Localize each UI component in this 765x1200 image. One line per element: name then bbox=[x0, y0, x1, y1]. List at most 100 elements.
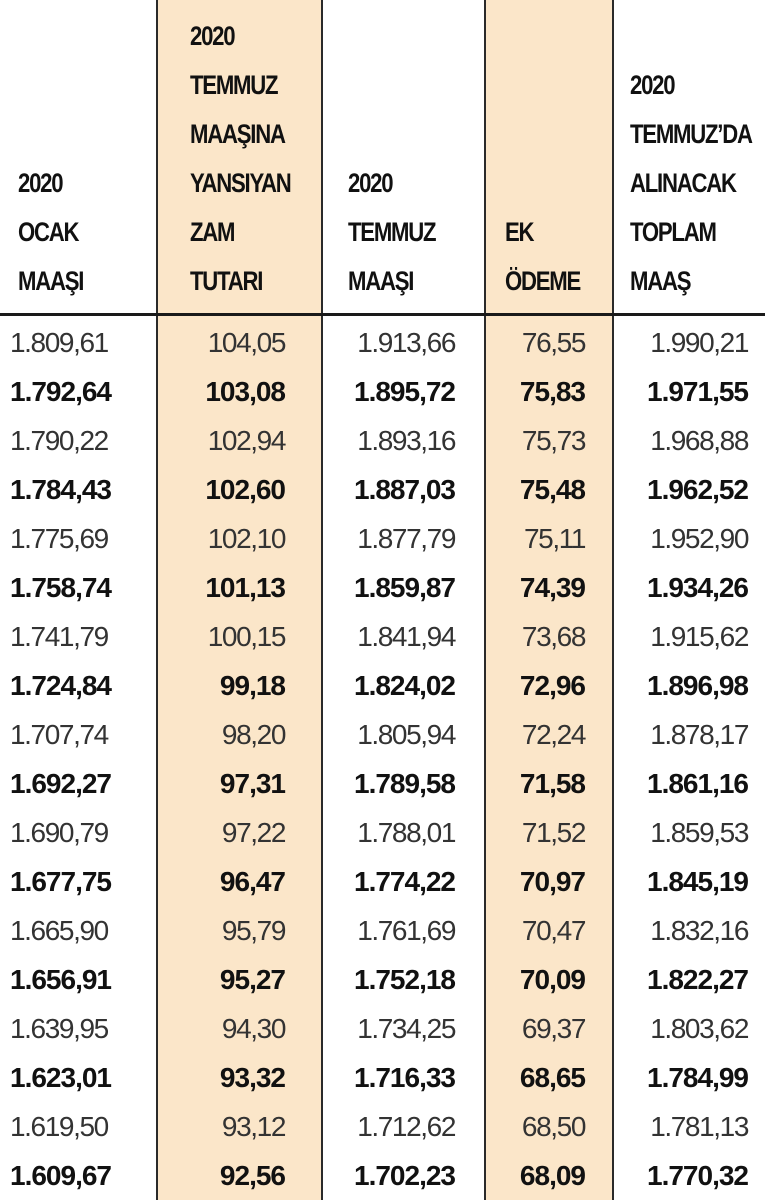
header-line: YANSIYAN bbox=[190, 168, 292, 198]
table-cell: 75,83 bbox=[519, 376, 586, 407]
table-cell: 1.702,23 bbox=[354, 1160, 456, 1191]
table-cell: 1.968,88 bbox=[650, 425, 749, 456]
table-cell: 1.707,74 bbox=[10, 719, 109, 750]
table-cell: 97,22 bbox=[221, 817, 286, 848]
column-divider bbox=[321, 0, 323, 1200]
table-cell: 75,73 bbox=[521, 425, 586, 456]
table-cell: 1.770,32 bbox=[647, 1160, 749, 1191]
table-cell: 1.878,17 bbox=[650, 719, 749, 750]
table-cell: 101,13 bbox=[205, 572, 286, 603]
table-cell: 1.913,66 bbox=[357, 327, 456, 358]
table-cell: 102,10 bbox=[207, 523, 287, 554]
table-cell: 1.859,53 bbox=[650, 817, 749, 848]
table-cell: 1.803,62 bbox=[650, 1013, 749, 1044]
table-cell: 70,97 bbox=[519, 866, 586, 897]
header-line: 2020 bbox=[348, 168, 394, 198]
table-cell: 1.775,69 bbox=[10, 523, 109, 554]
table-cell: 1.792,64 bbox=[10, 376, 112, 407]
table-cell: 1.790,22 bbox=[10, 425, 109, 456]
table-cell: 72,24 bbox=[521, 719, 586, 750]
table-cell: 70,47 bbox=[521, 915, 586, 946]
table-cell: 1.841,94 bbox=[357, 621, 456, 652]
column-divider bbox=[156, 0, 158, 1200]
header-line: MAAŞI bbox=[348, 266, 414, 296]
table-cell: 1.915,62 bbox=[650, 621, 749, 652]
table-cell: 75,11 bbox=[524, 523, 586, 554]
table-cell: 1.609,67 bbox=[10, 1160, 112, 1191]
header-line: MAAŞINA bbox=[190, 119, 286, 149]
table-cell: 1.619,50 bbox=[10, 1111, 109, 1142]
header-divider bbox=[0, 313, 765, 316]
table-cell: 1.752,18 bbox=[354, 964, 456, 995]
header-line: TEMMUZ bbox=[190, 70, 279, 100]
table-cell: 1.861,16 bbox=[647, 768, 749, 799]
header-line: TEMMUZ bbox=[348, 217, 437, 247]
column-background bbox=[157, 0, 322, 1200]
header-line: 2020 bbox=[18, 168, 64, 198]
table-cell: 96,47 bbox=[219, 866, 286, 897]
column-header: 2020 TEMMUZ’DA ALINACAK TOPLAM MAAŞ bbox=[630, 0, 765, 310]
table-cell: 1.990,21 bbox=[650, 327, 749, 358]
table-cell: 1.895,72 bbox=[354, 376, 456, 407]
table-cell: 1.712,62 bbox=[357, 1111, 456, 1142]
table-cell: 1.656,91 bbox=[10, 964, 112, 995]
table-cell: 1.734,25 bbox=[357, 1013, 456, 1044]
column-header: 2020 OCAK MAAŞI bbox=[18, 0, 157, 310]
header-line: OCAK bbox=[18, 217, 80, 247]
table-cell: 1.716,33 bbox=[354, 1062, 456, 1093]
table-cell: 1.774,22 bbox=[354, 866, 456, 897]
table-cell: 1.788,01 bbox=[357, 817, 456, 848]
table-cell: 69,37 bbox=[521, 1013, 586, 1044]
table-cell: 92,56 bbox=[219, 1160, 286, 1191]
table-cell: 1.952,90 bbox=[650, 523, 749, 554]
header-line: MAAŞ bbox=[630, 266, 692, 296]
table-cell: 1.934,26 bbox=[647, 572, 749, 603]
header-line: EK bbox=[505, 217, 535, 247]
table-cell: 71,58 bbox=[519, 768, 586, 799]
table-cell: 70,09 bbox=[519, 964, 586, 995]
table-cell: 1.971,55 bbox=[647, 376, 749, 407]
table-cell: 94,30 bbox=[221, 1013, 286, 1044]
table-cell: 1.784,99 bbox=[647, 1062, 749, 1093]
table-cell: 103,08 bbox=[205, 376, 286, 407]
header-line: 2020 bbox=[190, 21, 236, 51]
table-cell: 1.758,74 bbox=[10, 572, 112, 603]
table-cell: 1.781,13 bbox=[650, 1111, 749, 1142]
header-line: TEMMUZ’DA bbox=[630, 119, 753, 149]
table-cell: 1.805,94 bbox=[357, 719, 456, 750]
table-cell: 1.896,98 bbox=[647, 670, 749, 701]
table-cell: 1.639,95 bbox=[10, 1013, 109, 1044]
header-line: ÖDEME bbox=[505, 266, 581, 296]
table-cell: 100,15 bbox=[207, 621, 287, 652]
table-cell: 104,05 bbox=[207, 327, 287, 358]
table-cell: 1.809,61 bbox=[10, 327, 109, 358]
table-cell: 1.859,87 bbox=[354, 572, 456, 603]
table-cell: 1.761,69 bbox=[357, 915, 456, 946]
table-cell: 1.690,79 bbox=[10, 817, 109, 848]
table-cell: 1.677,75 bbox=[10, 866, 112, 897]
table-cell: 1.724,84 bbox=[10, 670, 112, 701]
header-line: TUTARI bbox=[190, 266, 263, 296]
table-cell: 1.822,27 bbox=[647, 964, 749, 995]
table-cell: 102,60 bbox=[205, 474, 286, 505]
column-divider bbox=[612, 0, 614, 1200]
table-cell: 76,55 bbox=[521, 327, 586, 358]
column-divider bbox=[484, 0, 486, 1200]
column-header: 2020 TEMMUZ MAAŞINA YANSIYAN ZAM TUTARI bbox=[190, 0, 322, 310]
table-cell: 1.789,58 bbox=[354, 768, 456, 799]
table-cell: 95,79 bbox=[221, 915, 286, 946]
column-background bbox=[485, 0, 613, 1200]
table-cell: 1.665,90 bbox=[10, 915, 109, 946]
table-cell: 1.893,16 bbox=[357, 425, 456, 456]
table-cell: 93,32 bbox=[219, 1062, 286, 1093]
table-cell: 1.741,79 bbox=[10, 621, 109, 652]
header-line: MAAŞI bbox=[18, 266, 84, 296]
table-cell: 99,18 bbox=[219, 670, 286, 701]
table-cell: 93,12 bbox=[221, 1111, 286, 1142]
table-cell: 98,20 bbox=[221, 719, 286, 750]
table-cell: 72,96 bbox=[519, 670, 586, 701]
table-cell: 102,94 bbox=[207, 425, 287, 456]
table-cell: 1.824,02 bbox=[354, 670, 456, 701]
table-cell: 1.845,19 bbox=[647, 866, 749, 897]
table-cell: 1.692,27 bbox=[10, 768, 112, 799]
